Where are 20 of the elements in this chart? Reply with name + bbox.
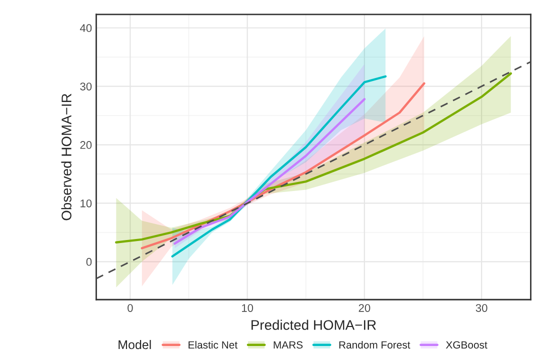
legend-label: Random Forest — [339, 340, 410, 349]
x-axis-title: Predicted HOMA−IR — [252, 320, 376, 330]
y-axis-title: Observed HOMA−IR — [61, 94, 72, 220]
y-tick-label: 20 — [80, 141, 92, 149]
legend-label: MARS — [274, 341, 303, 349]
line-series — [171, 75, 387, 258]
x-tick-label: 0 — [128, 304, 133, 312]
y-tick-label: 10 — [80, 199, 92, 208]
legend-label: Elastic Net — [188, 340, 238, 349]
y-tick-label: 30 — [80, 82, 92, 90]
legend-title: Model — [118, 340, 151, 350]
legend-label: XGBoost — [446, 341, 488, 349]
x-tick-label: 10 — [242, 304, 254, 312]
y-tick-label: 0 — [86, 258, 92, 266]
x-tick-label: 20 — [358, 304, 370, 312]
x-tick-label: 30 — [476, 304, 488, 312]
y-tick-label: 40 — [80, 24, 92, 32]
line-series — [140, 82, 426, 250]
line-series — [115, 72, 512, 244]
line-series — [174, 98, 366, 245]
